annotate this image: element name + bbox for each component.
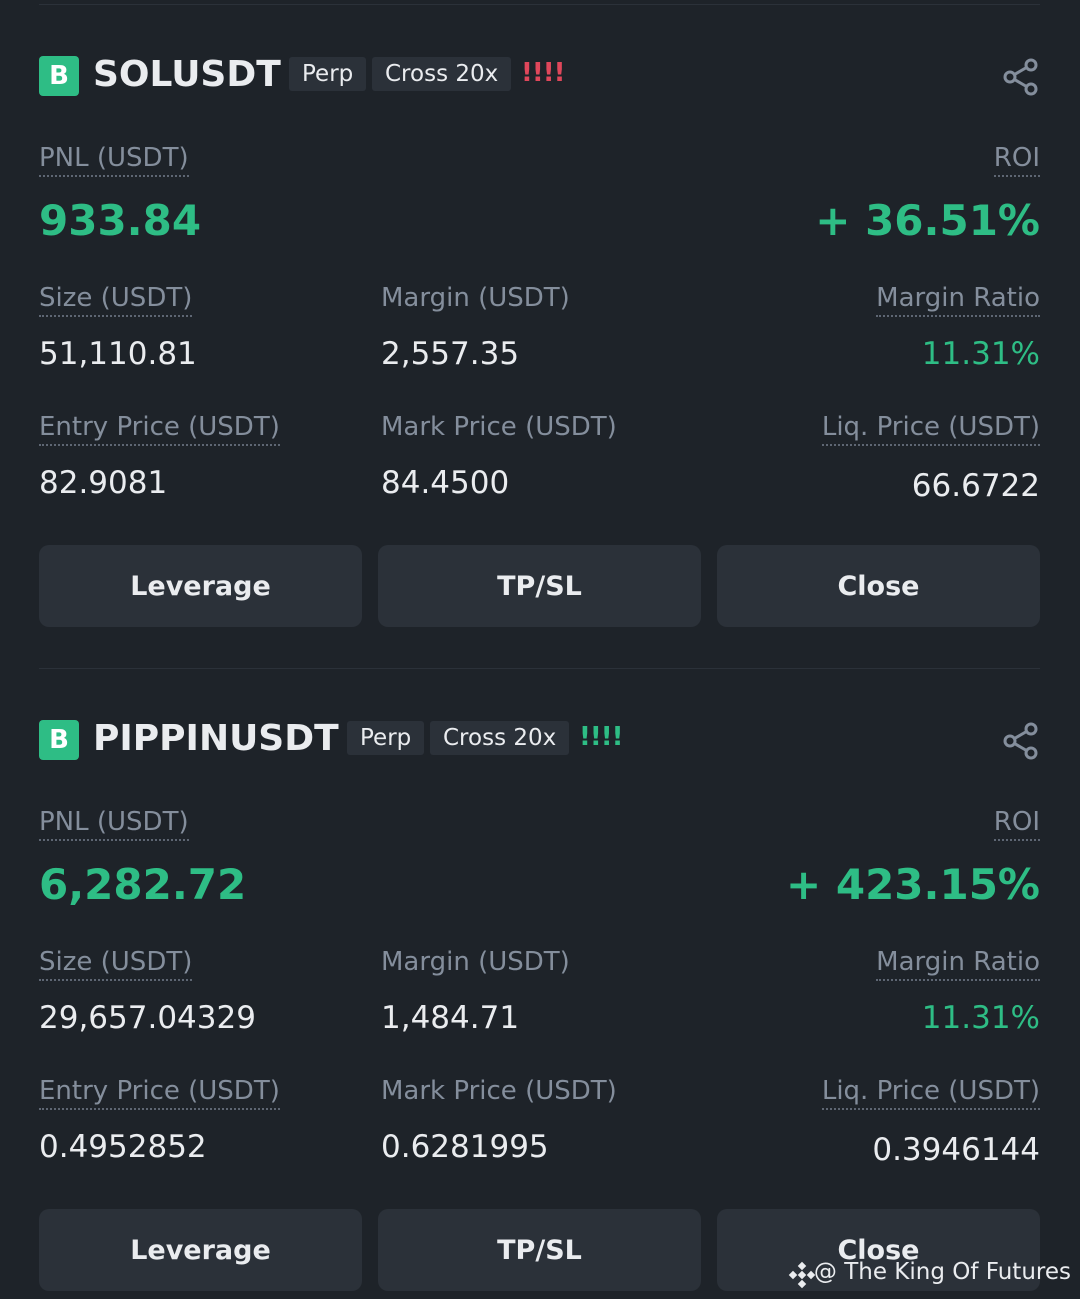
- field-value: 2,557.35: [381, 336, 520, 372]
- pnl-value: 6,282.72: [39, 860, 247, 909]
- action-button[interactable]: TP/SL: [378, 1209, 701, 1291]
- share-icon: [1003, 58, 1038, 96]
- field-value: 0.4952852: [39, 1129, 207, 1165]
- action-button[interactable]: Leverage: [39, 545, 362, 627]
- field-label: Liq. Price (USDT): [821, 1076, 1040, 1110]
- pnl-label: PNL (USDT): [39, 143, 189, 177]
- field-label: Size (USDT): [39, 283, 193, 317]
- field-label: Mark Price (USDT): [381, 412, 617, 442]
- field-value: 0.3946144: [872, 1132, 1040, 1168]
- product-tag: Perp: [347, 721, 425, 755]
- field-label: Entry Price (USDT): [39, 412, 280, 446]
- field-label: Margin (USDT): [381, 283, 570, 313]
- margin-mode-tag: Cross 20x: [372, 57, 512, 91]
- field-label: Margin Ratio: [876, 947, 1040, 981]
- logo-icon: [788, 1261, 816, 1289]
- field-value: 11.31%: [921, 1000, 1040, 1036]
- share-button[interactable]: [1002, 58, 1040, 100]
- field-value: 1,484.71: [381, 1000, 520, 1036]
- field-label: Size (USDT): [39, 947, 193, 981]
- pnl-label: PNL (USDT): [39, 807, 189, 841]
- field-label: Mark Price (USDT): [381, 1076, 617, 1106]
- field-value: 11.31%: [921, 336, 1040, 372]
- field-value: 51,110.81: [39, 336, 197, 372]
- side-badge: B: [39, 56, 79, 96]
- risk-indicator: !!!!: [579, 722, 623, 752]
- watermark-logo: [788, 1261, 816, 1293]
- roi-label: ROI: [993, 143, 1040, 177]
- symbol: SOLUSDT: [93, 54, 281, 95]
- action-button[interactable]: Close: [717, 545, 1040, 627]
- roi-value: + 423.15%: [786, 860, 1040, 909]
- pnl-value: 933.84: [39, 196, 202, 245]
- field-value: 0.6281995: [381, 1129, 549, 1165]
- field-value: 66.6722: [911, 468, 1040, 504]
- action-button[interactable]: TP/SL: [378, 545, 701, 627]
- side-badge: B: [39, 720, 79, 760]
- action-button[interactable]: Close: [717, 1209, 1040, 1291]
- field-value: 82.9081: [39, 465, 168, 501]
- risk-indicator: !!!!: [521, 58, 565, 88]
- watermark: @ The King Of Futures: [813, 1259, 1071, 1285]
- field-label: Entry Price (USDT): [39, 1076, 280, 1110]
- margin-mode-tag: Cross 20x: [430, 721, 570, 755]
- roi-value: + 36.51%: [815, 196, 1040, 245]
- divider: [39, 668, 1040, 669]
- divider: [39, 4, 1040, 5]
- field-label: Margin (USDT): [381, 947, 570, 977]
- symbol: PIPPINUSDT: [93, 718, 339, 759]
- share-button[interactable]: [1002, 722, 1040, 764]
- field-value: 84.4500: [381, 465, 510, 501]
- field-label: Liq. Price (USDT): [821, 412, 1040, 446]
- share-icon: [1003, 722, 1038, 760]
- action-button[interactable]: Leverage: [39, 1209, 362, 1291]
- product-tag: Perp: [289, 57, 367, 91]
- roi-label: ROI: [993, 807, 1040, 841]
- field-value: 29,657.04329: [39, 1000, 256, 1036]
- field-label: Margin Ratio: [876, 283, 1040, 317]
